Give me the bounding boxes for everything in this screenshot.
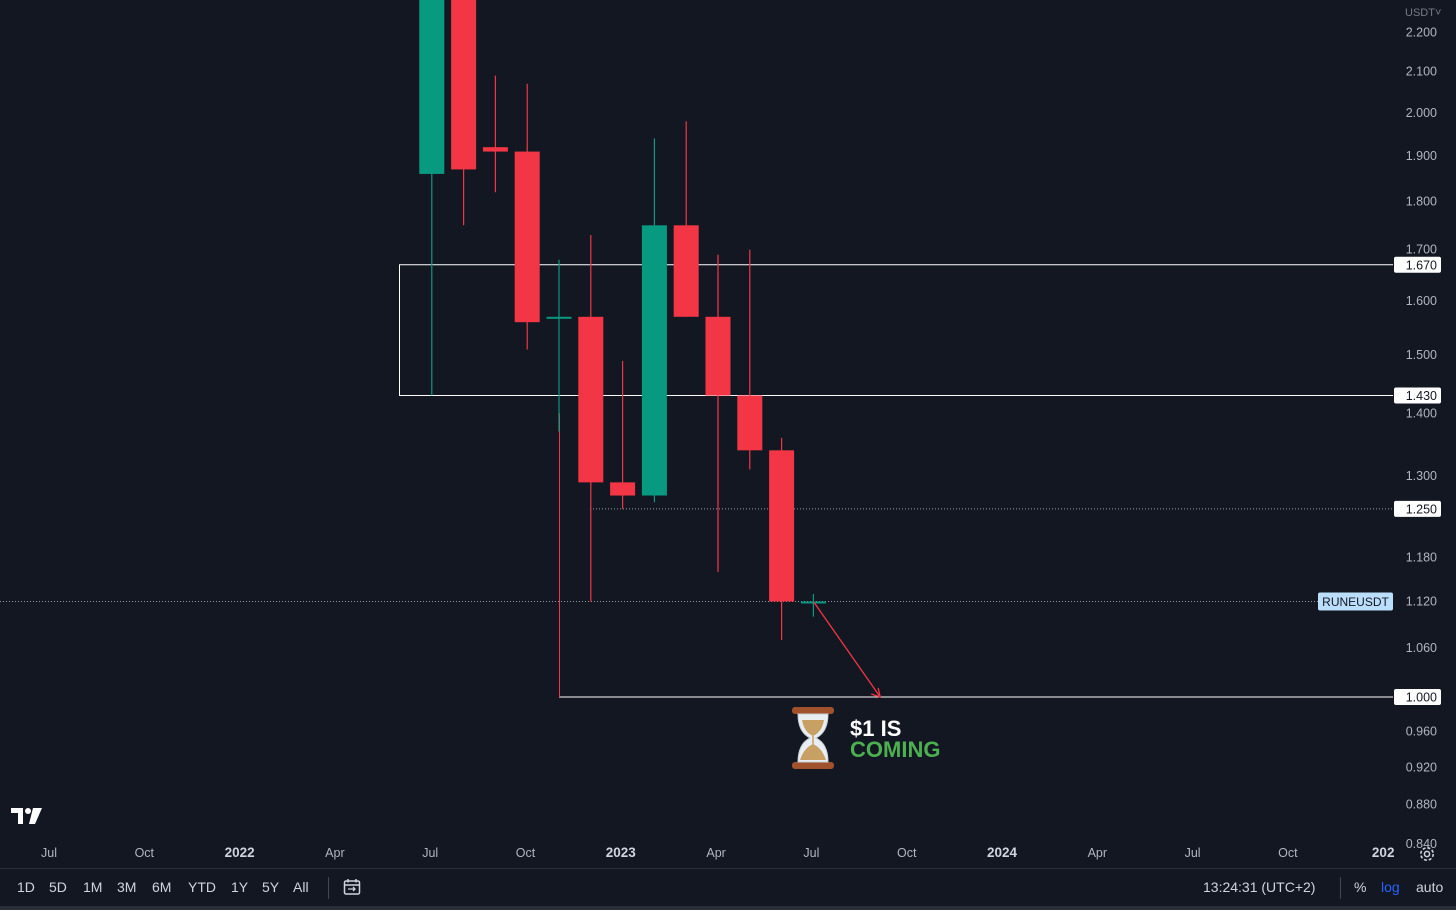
price-axis-tick: 2.100 [1406, 65, 1437, 79]
candle-body [610, 482, 636, 496]
time-axis-tick: Jul [1185, 846, 1201, 860]
level-price-tag [1394, 256, 1441, 273]
candle-body [451, 0, 477, 170]
candle-body [769, 450, 795, 602]
symbol-price-tag-label: RUNEUSDT [1322, 595, 1389, 609]
price-axis-tick: 1.120 [1406, 594, 1437, 608]
bottom-toolbar: 1D 5D 1M 3M 6M YTD 1Y 5Y All 13:24:31 (U… [0, 868, 1456, 907]
currency-selector[interactable]: USDT˅ [1405, 7, 1442, 19]
time-axis-tick: Apr [1088, 846, 1107, 860]
time-axis-tick: Oct [897, 846, 917, 860]
range-1y-button[interactable]: 1Y [231, 879, 249, 895]
range-3m-button[interactable]: 3M [117, 879, 137, 895]
clock-timezone[interactable]: 13:24:31 (UTC+2) [1203, 879, 1316, 895]
time-axis-tick: 2022 [225, 845, 255, 860]
price-axis-tick: 0.960 [1406, 724, 1437, 738]
projection-arrow-head-icon [870, 687, 882, 698]
time-axis-tick: Apr [325, 846, 344, 860]
candle-body [514, 151, 540, 323]
time-axis-tick: 202 [1372, 845, 1395, 860]
candle-body [419, 0, 445, 174]
hourglass-icon [792, 707, 834, 769]
level-price-tag-label: 1.000 [1406, 691, 1437, 705]
price-axis-tick: 1.180 [1406, 550, 1437, 564]
range-ytd-button[interactable]: YTD [188, 879, 216, 895]
currency-label: USDT [1405, 7, 1435, 19]
candle-body [705, 316, 731, 396]
time-axis-tick: Oct [135, 846, 155, 860]
candle-body [641, 225, 667, 496]
percent-scale-toggle[interactable]: % [1354, 879, 1367, 895]
range-all-button[interactable]: All [293, 879, 309, 895]
time-axis-tick: Jul [422, 846, 438, 860]
time-axis-tick: Jul [41, 846, 57, 860]
level-price-tag [1394, 387, 1441, 404]
time-axis-tick: 2024 [987, 845, 1018, 860]
price-axis-tick: 1.900 [1406, 149, 1437, 163]
level-price-tag-label: 1.250 [1406, 502, 1437, 516]
time-axis-tick: 2023 [606, 845, 637, 860]
price-axis-tick: 0.920 [1406, 760, 1437, 774]
annotation-line2: COMING [850, 737, 941, 762]
auto-scale-toggle[interactable]: auto [1416, 879, 1444, 895]
range-5d-button[interactable]: 5D [49, 879, 67, 895]
price-axis-tick: 1.800 [1406, 195, 1437, 209]
level-price-tag [1394, 689, 1441, 705]
toolbar-divider [328, 877, 329, 899]
candle-body [673, 225, 699, 317]
annotation-line1: $1 IS [850, 716, 902, 741]
level-price-tag [1394, 500, 1441, 517]
price-axis-tick: 1.500 [1406, 348, 1437, 362]
time-axis-tick: Oct [516, 846, 536, 860]
candle-body [737, 395, 763, 451]
candle-body [482, 147, 508, 152]
range-1m-button[interactable]: 1M [83, 879, 103, 895]
candle-body [578, 316, 604, 483]
price-axis-tick: 1.700 [1406, 243, 1437, 257]
price-axis-tick: 1.600 [1406, 294, 1437, 308]
time-axis-tick: Oct [1278, 846, 1298, 860]
settings-gear-icon[interactable] [1418, 845, 1436, 863]
level-price-tag-label: 1.430 [1406, 389, 1437, 403]
price-axis-tick: 1.060 [1406, 641, 1437, 655]
time-axis-tick: Apr [706, 846, 725, 860]
price-chart[interactable]: 2.4002.3002.2002.1002.0001.9001.8001.700… [0, 0, 1456, 868]
goto-date-calendar-icon[interactable] [343, 878, 361, 896]
price-axis-tick: 2.200 [1406, 25, 1437, 39]
candle-body [546, 316, 572, 319]
price-axis-tick: 2.300 [1406, 0, 1437, 2]
price-axis-tick: 1.300 [1406, 469, 1437, 483]
price-axis-tick: 1.400 [1406, 406, 1437, 420]
time-axis-tick: Jul [803, 846, 819, 860]
price-axis-tick: 0.880 [1406, 798, 1437, 812]
projection-arrow-line [812, 601, 881, 698]
range-6m-button[interactable]: 6M [152, 879, 172, 895]
toolbar-divider [1340, 877, 1341, 899]
log-scale-toggle[interactable]: log [1381, 879, 1400, 895]
symbol-price-tag [1318, 592, 1393, 611]
bottom-strip [0, 906, 1456, 910]
range-5y-button[interactable]: 5Y [262, 879, 280, 895]
level-price-tag-label: 1.670 [1406, 258, 1437, 272]
annotation-text: $1 IS COMING [850, 716, 941, 762]
range-1d-button[interactable]: 1D [17, 879, 35, 895]
tradingview-logo-icon [11, 808, 42, 824]
price-axis-tick: 2.000 [1406, 106, 1437, 120]
